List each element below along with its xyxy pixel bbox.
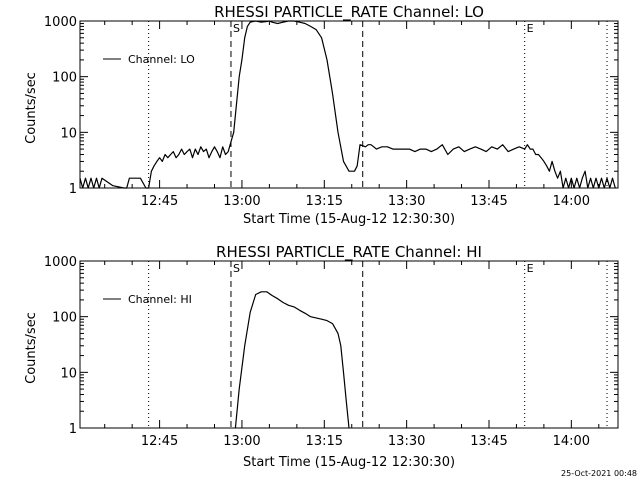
series-line — [234, 291, 350, 429]
marker-label: S — [233, 262, 240, 275]
x-tick-label: 14:00 — [553, 194, 590, 209]
marker-label: S — [233, 22, 240, 35]
panel-hi: RHESSI PARTICLE_RATE Channel: HI Start T… — [24, 243, 619, 470]
chart-title-hi: RHESSI PARTICLE_RATE Channel: HI — [216, 243, 482, 262]
x-tick-label: 14:00 — [553, 434, 590, 449]
x-tick-label: 13:00 — [223, 434, 260, 449]
x-tick-label: 13:15 — [306, 194, 343, 209]
plot-frame — [79, 260, 619, 429]
marker-label: E — [527, 22, 534, 35]
plot-frame — [79, 20, 619, 189]
x-axis-label-hi: Start Time (15-Aug-12 12:30:30) — [243, 455, 455, 470]
x-tick-label: 12:45 — [141, 434, 178, 449]
series-line — [79, 20, 616, 189]
legend-label-lo: Channel: LO — [128, 53, 195, 66]
x-tick-label: 13:45 — [470, 434, 507, 449]
chart-title-lo: RHESSI PARTICLE_RATE Channel: LO — [214, 3, 484, 22]
y-tick-label: 100 — [52, 71, 77, 86]
y-tick-label: 100 — [52, 311, 77, 326]
x-axis-label-lo: Start Time (15-Aug-12 12:30:30) — [243, 212, 455, 227]
y-tick-label: 1000 — [44, 255, 77, 270]
y-tick-label: 10 — [60, 126, 77, 141]
y-axis-label-lo: Counts/sec — [24, 72, 39, 144]
x-tick-label: 13:30 — [388, 434, 425, 449]
legend-label-hi: Channel: HI — [128, 293, 192, 306]
panel-lo: RHESSI PARTICLE_RATE Channel: LO Start T… — [24, 3, 619, 227]
x-tick-label: 12:45 — [141, 194, 178, 209]
y-tick-label: 1 — [69, 422, 77, 437]
x-tick-label: 13:15 — [306, 434, 343, 449]
y-axis-label-hi: Counts/sec — [24, 312, 39, 384]
x-tick-label: 13:00 — [223, 194, 260, 209]
y-tick-label: 1 — [69, 182, 77, 197]
marker-label: E — [527, 262, 534, 275]
y-tick-label: 1000 — [44, 15, 77, 30]
x-tick-label: 13:30 — [388, 194, 425, 209]
y-tick-label: 10 — [60, 366, 77, 381]
x-tick-label: 13:45 — [470, 194, 507, 209]
footer-timestamp: 25-Oct-2021 00:48 — [561, 469, 637, 478]
